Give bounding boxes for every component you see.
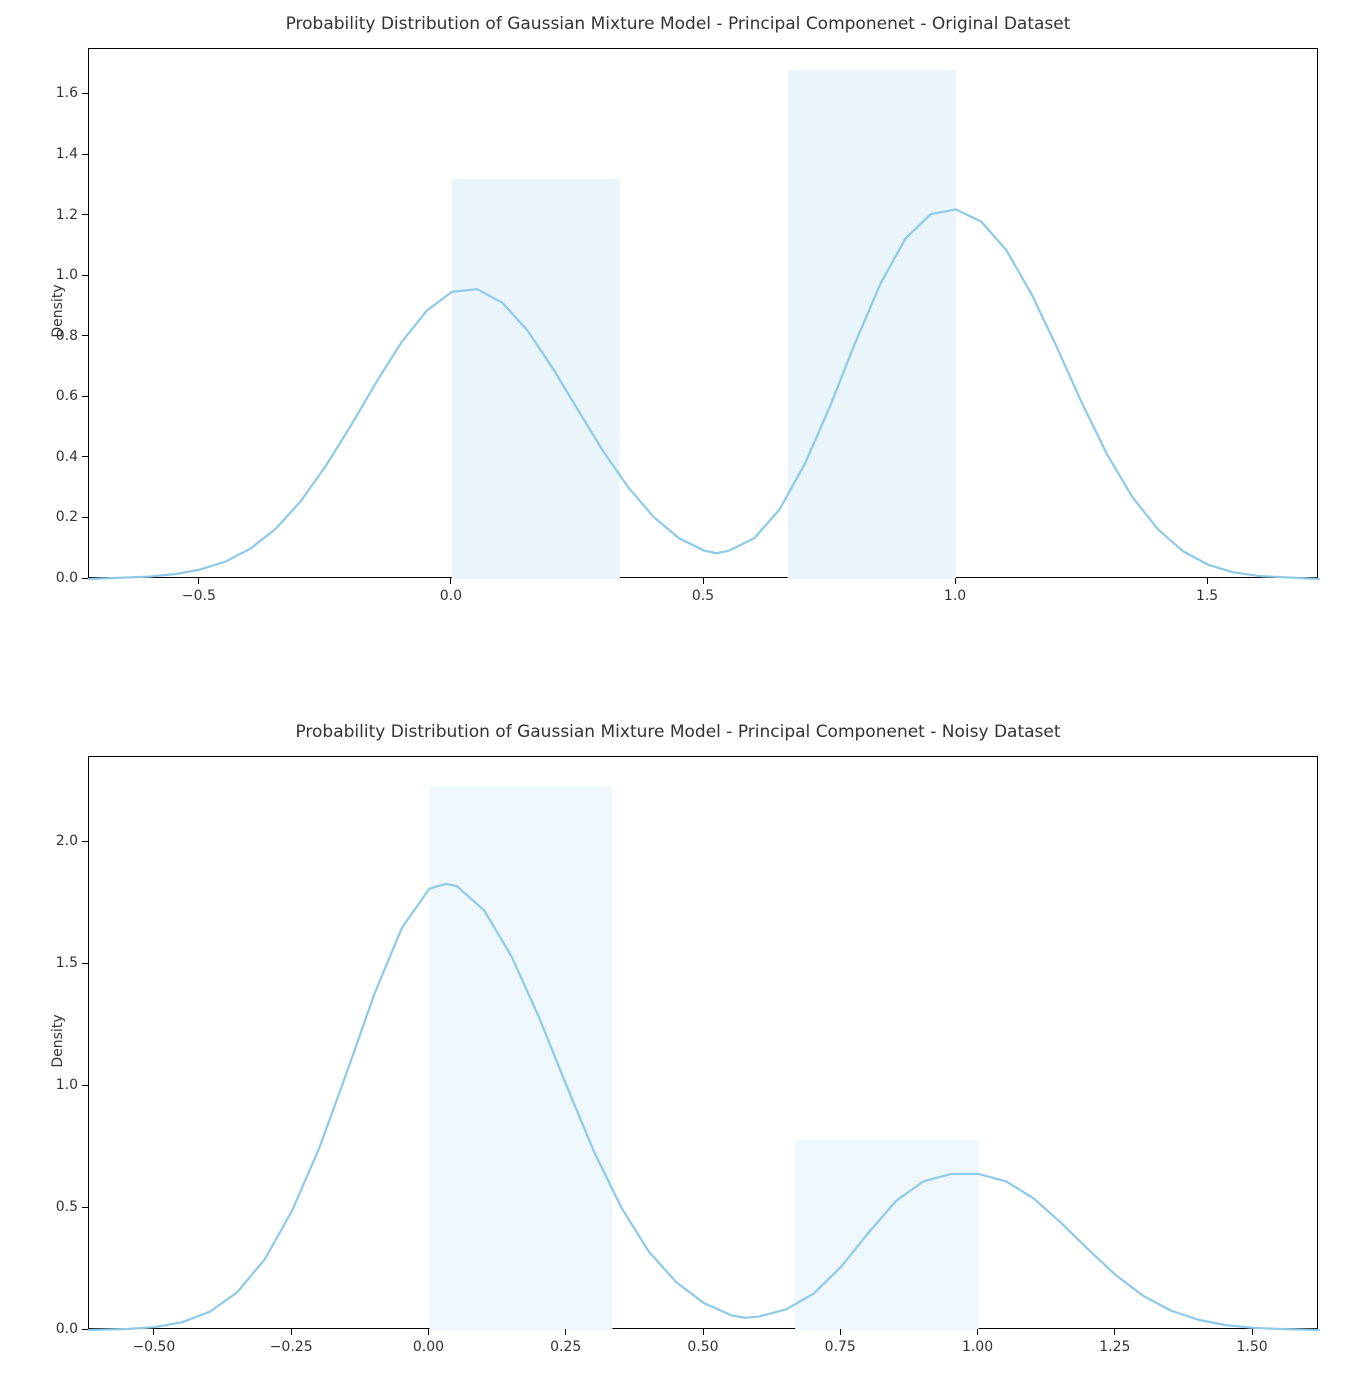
xtick-label: 1.00 [948, 1339, 1008, 1355]
chart-title-bottom: Probability Distribution of Gaussian Mix… [0, 722, 1356, 742]
xtick-label: 1.50 [1222, 1339, 1282, 1355]
ytick-mark [82, 275, 88, 276]
chart-title-top: Probability Distribution of Gaussian Mix… [0, 14, 1356, 34]
xtick-mark [198, 578, 199, 584]
xtick-mark [1114, 1329, 1115, 1335]
ytick-mark [82, 396, 88, 397]
kde-line [89, 210, 1319, 579]
ytick-mark [82, 1207, 88, 1208]
hist-bar [795, 1140, 978, 1330]
xtick-mark [703, 1329, 704, 1335]
ytick-label: 1.4 [56, 146, 78, 162]
xtick-mark [565, 1329, 566, 1335]
ytick-mark [82, 963, 88, 964]
figure: Probability Distribution of Gaussian Mix… [0, 0, 1356, 1384]
xtick-mark [450, 578, 451, 584]
xtick-label: 0.75 [810, 1339, 870, 1355]
plot-area-bottom [88, 756, 1318, 1329]
chart-svg-top [89, 49, 1319, 579]
ytick-label: 1.5 [56, 955, 78, 971]
xtick-label: −0.50 [124, 1339, 184, 1355]
ytick-label: 1.2 [56, 207, 78, 223]
ytick-mark [82, 517, 88, 518]
ytick-mark [82, 154, 88, 155]
xtick-label: 1.5 [1177, 588, 1237, 604]
hist-bar [452, 179, 620, 579]
xtick-label: 1.25 [1085, 1339, 1145, 1355]
ytick-label: 0.5 [56, 1199, 78, 1215]
xtick-label: 1.0 [925, 588, 985, 604]
xtick-label: −0.5 [169, 588, 229, 604]
ytick-mark [82, 578, 88, 579]
ytick-label: 0.2 [56, 509, 78, 525]
ytick-mark [82, 214, 88, 215]
xtick-mark [840, 1329, 841, 1335]
kde-line [89, 884, 1319, 1330]
ytick-label: 1.6 [56, 85, 78, 101]
xtick-mark [1207, 578, 1208, 584]
xtick-mark [955, 578, 956, 584]
xtick-label: 0.50 [673, 1339, 733, 1355]
ytick-mark [82, 335, 88, 336]
ytick-mark [82, 1085, 88, 1086]
xtick-mark [703, 578, 704, 584]
xtick-label: 0.25 [536, 1339, 596, 1355]
xtick-mark [291, 1329, 292, 1335]
ytick-label: 0.4 [56, 449, 78, 465]
xtick-mark [977, 1329, 978, 1335]
ytick-mark [82, 456, 88, 457]
xtick-label: 0.0 [421, 588, 481, 604]
ytick-mark [82, 93, 88, 94]
ytick-label: 0.6 [56, 388, 78, 404]
ylabel-top: Density [50, 271, 66, 351]
xtick-label: 0.00 [398, 1339, 458, 1355]
xtick-mark [428, 1329, 429, 1335]
ytick-label: 2.0 [56, 833, 78, 849]
hist-bar [788, 70, 956, 579]
xtick-mark [1252, 1329, 1253, 1335]
chart-svg-bottom [89, 757, 1319, 1330]
ytick-mark [82, 1329, 88, 1330]
ytick-label: 0.0 [56, 570, 78, 586]
xtick-label: −0.25 [261, 1339, 321, 1355]
plot-area-top [88, 48, 1318, 578]
ylabel-bottom: Density [50, 1001, 66, 1081]
xtick-label: 0.5 [673, 588, 733, 604]
hist-bar [429, 786, 612, 1330]
ytick-mark [82, 841, 88, 842]
xtick-mark [153, 1329, 154, 1335]
ytick-label: 0.0 [56, 1321, 78, 1337]
